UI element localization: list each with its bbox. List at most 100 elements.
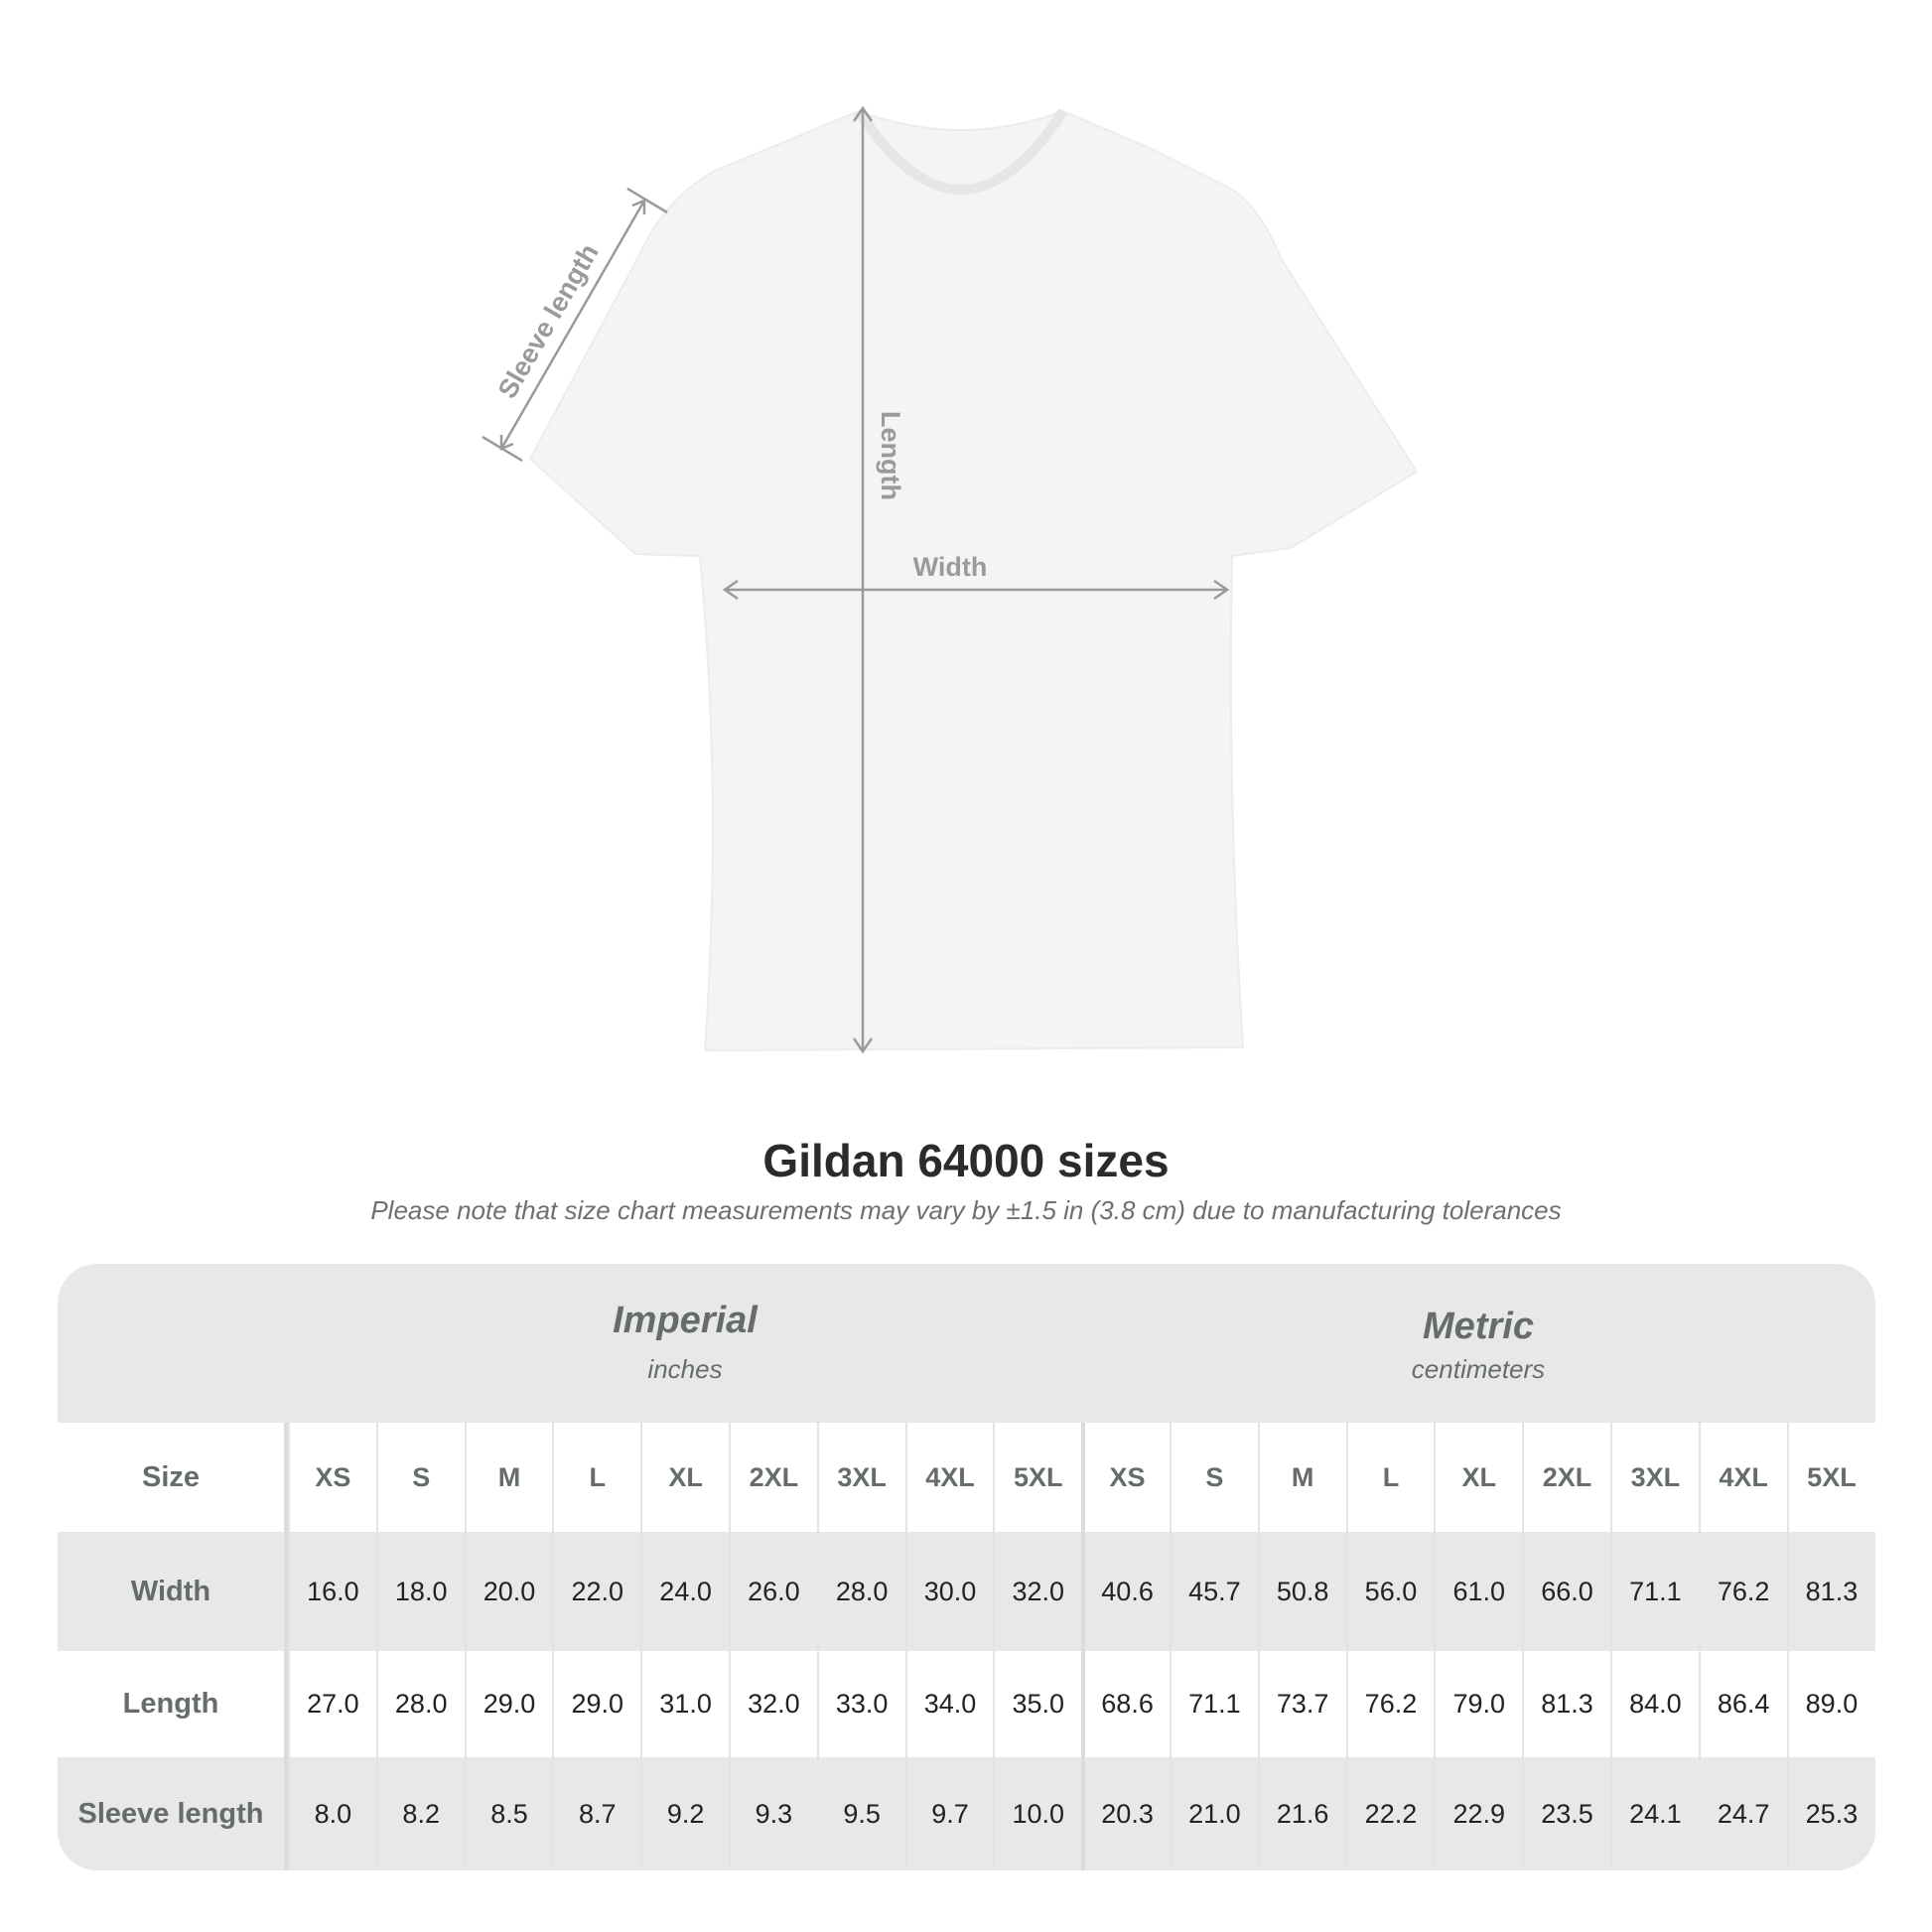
page-title: Gildan 64000 sizes [762,1135,1170,1186]
size-header-cell: M [1257,1423,1346,1532]
row-label: Sleeve length [58,1757,288,1870]
table-cell: 8.7 [552,1757,640,1870]
table-cell: 23.5 [1522,1757,1610,1870]
metric-header: Metric centimeters [1081,1264,1875,1423]
table-cell: 84.0 [1609,1651,1699,1757]
size-header-cell: 3XL [1609,1423,1699,1532]
table-cell: 79.0 [1434,1651,1522,1757]
row-label: Length [58,1651,288,1757]
table-cell: 71.1 [1169,1651,1258,1757]
size-header-cell: 5XL [1786,1423,1875,1532]
table-cell: 81.3 [1522,1651,1610,1757]
table-cell: 16.0 [288,1532,376,1651]
metric-unit: centimeters [1411,1354,1546,1384]
tshirt-diagram: Width Length Sleeve length [482,105,1419,1054]
size-header-cell: 4XL [904,1423,994,1532]
table-cell: 68.6 [1081,1651,1170,1757]
table-cell: 31.0 [640,1651,729,1757]
size-table: Imperial inches Metric centimeters Size X… [58,1264,1875,1870]
size-header-cell: 4XL [1698,1423,1787,1532]
table-cell: 76.2 [1698,1532,1787,1651]
size-header-cell: XL [1434,1423,1522,1532]
table-cell: 32.0 [728,1651,817,1757]
table-cell: 21.0 [1169,1757,1258,1870]
sleeve-measure-line [499,200,646,450]
length-label: Length [876,411,905,500]
size-header-cell: M [464,1423,553,1532]
table-cell: 20.0 [464,1532,553,1651]
table-cell: 18.0 [375,1532,465,1651]
table-cell: 32.0 [993,1532,1081,1651]
size-header-cell: XS [1081,1423,1170,1532]
row-label: Size [58,1423,288,1532]
imperial-unit: inches [647,1354,723,1384]
size-header-cell: XL [640,1423,729,1532]
table-cell: 40.6 [1081,1532,1170,1651]
sleeve-arrowhead-top [631,199,646,214]
size-header-cell: 2XL [728,1423,817,1532]
table-cell: 29.0 [552,1651,640,1757]
imperial-header: Imperial inches [288,1264,1082,1423]
table-cell: 61.0 [1434,1532,1522,1651]
width-arrowhead-left [722,579,739,601]
table-row: Width 16.0 18.0 20.0 22.0 24.0 26.0 28.0 30.0 32.… [58,1532,1875,1651]
sleeve-arrowhead-bottom [499,435,514,451]
size-header-row: Size XS S M L XL 2XL 3XL 4XL 5XL XS S M L XL 2XL 3XL 4XL 5… [58,1423,1875,1532]
table-row: Length 27.0 28.0 29.0 29.0 31.0 32.0 33.0 34.0 35… [58,1651,1875,1757]
table-cell: 27.0 [288,1651,376,1757]
table-cell: 34.0 [904,1651,994,1757]
length-arrowhead-top [852,105,874,122]
table-cell: 24.1 [1609,1757,1699,1870]
table-cell: 56.0 [1345,1532,1435,1651]
table-cell: 24.7 [1698,1757,1787,1870]
table-cell: 29.0 [464,1651,553,1757]
table-cell: 9.5 [816,1757,905,1870]
length-arrowhead-bottom [852,1037,874,1054]
table-cell: 71.1 [1609,1532,1699,1651]
table-cell: 86.4 [1698,1651,1787,1757]
imperial-label: Imperial [613,1300,758,1341]
size-header-cell: XS [288,1423,376,1532]
size-header-cell: 3XL [816,1423,905,1532]
table-cell: 8.2 [375,1757,465,1870]
table-cell: 33.0 [816,1651,905,1757]
tshirt-collar [854,108,1068,195]
table-cell: 20.3 [1081,1757,1170,1870]
row-label: Width [58,1532,288,1651]
table-cell: 81.3 [1786,1532,1875,1651]
table-cell: 21.6 [1257,1757,1346,1870]
metric-label: Metric [1423,1306,1534,1347]
table-cell: 73.7 [1257,1651,1346,1757]
size-header-cell: L [552,1423,640,1532]
table-cell: 8.5 [464,1757,553,1870]
sleeve-tick-top [626,187,668,214]
table-cell: 9.2 [640,1757,729,1870]
table-cell: 50.8 [1257,1532,1346,1651]
width-label: Width [913,552,988,582]
table-cell: 22.2 [1345,1757,1435,1870]
table-cell: 8.0 [288,1757,376,1870]
table-cell: 25.3 [1786,1757,1875,1870]
table-cell: 22.9 [1434,1757,1522,1870]
size-header-cell: 5XL [993,1423,1081,1532]
table-cell: 66.0 [1522,1532,1610,1651]
table-cell: 89.0 [1786,1651,1875,1757]
table-cell: 26.0 [728,1532,817,1651]
table-cell: 22.0 [552,1532,640,1651]
table-cell: 76.2 [1345,1651,1435,1757]
table-row: Sleeve length 8.0 8.2 8.5 8.7 9.2 9.3 9.5 9.7 10.… [58,1757,1875,1870]
size-header-cell: L [1345,1423,1435,1532]
table-cell: 9.3 [728,1757,817,1870]
table-cell: 30.0 [904,1532,994,1651]
table-cell: 45.7 [1169,1532,1258,1651]
table-cell: 35.0 [993,1651,1081,1757]
tolerance-note: Please note that size chart measurements… [370,1195,1562,1225]
table-cell: 28.0 [375,1651,465,1757]
size-header-cell: S [375,1423,465,1532]
table-cell: 10.0 [993,1757,1081,1870]
table-cell: 28.0 [816,1532,905,1651]
size-header-cell: 2XL [1522,1423,1610,1532]
table-cell: 9.7 [904,1757,994,1870]
table-cell: 24.0 [640,1532,729,1651]
size-header-cell: S [1169,1423,1258,1532]
